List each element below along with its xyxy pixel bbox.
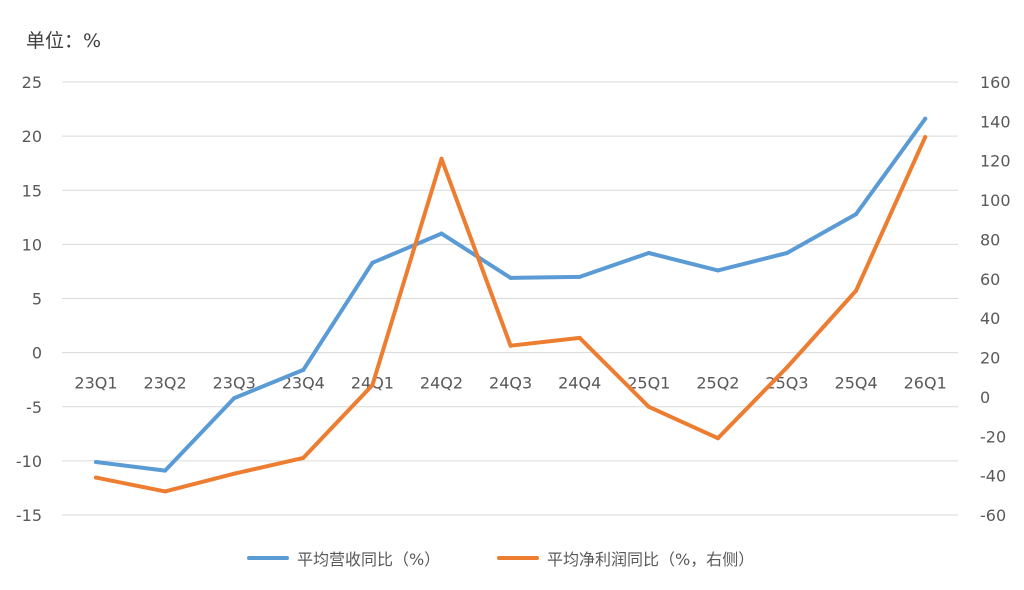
right-tick-label: 40 <box>980 309 1000 328</box>
data-point-profit <box>163 489 168 494</box>
legend-swatch-revenue <box>247 556 289 560</box>
data-point-profit <box>577 335 582 340</box>
left-tick-label: -10 <box>16 452 42 471</box>
data-point-profit <box>715 436 720 441</box>
right-tick-label: 60 <box>980 270 1000 289</box>
data-point-revenue <box>370 260 375 265</box>
category-label: 24Q3 <box>489 374 532 393</box>
data-point-profit <box>232 471 237 476</box>
left-tick-label: 15 <box>22 181 42 200</box>
right-tick-label: -20 <box>980 427 1006 446</box>
legend-item-revenue: 平均营收同比（%） <box>247 544 440 572</box>
category-label: 23Q3 <box>213 374 256 393</box>
data-point-profit <box>94 475 98 480</box>
data-point-revenue <box>94 459 98 464</box>
category-labels: 23Q123Q223Q323Q424Q124Q224Q324Q425Q125Q2… <box>74 374 946 393</box>
left-tick-label: 20 <box>22 127 42 146</box>
right-tick-label: 160 <box>980 73 1011 92</box>
data-point-profit <box>508 343 513 348</box>
left-tick-label: -5 <box>26 398 42 417</box>
category-label: 25Q2 <box>696 374 739 393</box>
data-point-profit <box>439 156 444 161</box>
data-point-revenue <box>232 396 237 401</box>
right-tick-label: 100 <box>980 191 1011 210</box>
left-tick-label: 10 <box>22 235 42 254</box>
data-point-profit <box>785 365 789 370</box>
right-tick-label: 140 <box>980 112 1011 131</box>
gridlines <box>62 81 958 516</box>
category-label: 26Q1 <box>904 374 947 393</box>
data-point-revenue <box>577 274 582 279</box>
data-point-revenue <box>715 268 720 273</box>
category-label: 23Q2 <box>144 374 187 393</box>
left-tick-label: 25 <box>22 73 42 92</box>
category-label: 25Q4 <box>835 374 878 393</box>
category-label: 25Q1 <box>627 374 670 393</box>
unit-label: 单位：% <box>26 30 102 52</box>
series-lines <box>94 116 928 494</box>
right-axis-ticks: 160 140 120 100 80 60 40 20 0 -20 -40 -60 <box>980 73 1011 525</box>
legend-label-revenue: 平均营收同比（%） <box>297 550 441 569</box>
right-tick-label: -40 <box>980 467 1006 486</box>
left-tick-label: -15 <box>16 506 42 525</box>
data-point-revenue <box>646 251 651 256</box>
data-point-revenue <box>508 275 513 280</box>
legend-label-profit: 平均净利润同比（%，右侧） <box>547 550 755 569</box>
category-label: 24Q4 <box>558 374 601 393</box>
right-tick-label: 0 <box>980 388 990 407</box>
data-point-revenue <box>923 116 928 121</box>
category-label: 24Q2 <box>420 374 463 393</box>
legend: 平均营收同比（%） 平均净利润同比（%，右侧） <box>0 544 1024 572</box>
data-point-revenue <box>439 231 444 236</box>
data-point-profit <box>646 404 651 409</box>
category-label: 23Q1 <box>74 374 117 393</box>
category-label: 23Q4 <box>282 374 325 393</box>
data-point-revenue <box>854 212 859 217</box>
right-tick-label: 80 <box>980 230 1000 249</box>
left-tick-label: 0 <box>32 344 42 363</box>
right-tick-label: 120 <box>980 152 1011 171</box>
left-tick-label: 5 <box>32 290 42 309</box>
data-point-revenue <box>785 251 789 256</box>
series-line-revenue <box>94 116 928 473</box>
right-tick-label: -60 <box>980 506 1006 525</box>
data-point-revenue <box>301 367 306 372</box>
data-point-profit <box>301 455 306 460</box>
data-point-profit <box>370 383 375 388</box>
legend-swatch-profit <box>497 556 539 560</box>
right-tick-label: 20 <box>980 349 1000 368</box>
left-axis-ticks: 25 20 15 10 5 0 -5 -10 -15 <box>16 73 42 525</box>
data-point-profit <box>923 135 928 140</box>
data-point-profit <box>854 288 859 293</box>
data-point-revenue <box>163 468 168 473</box>
legend-item-profit: 平均净利润同比（%，右侧） <box>497 544 754 572</box>
